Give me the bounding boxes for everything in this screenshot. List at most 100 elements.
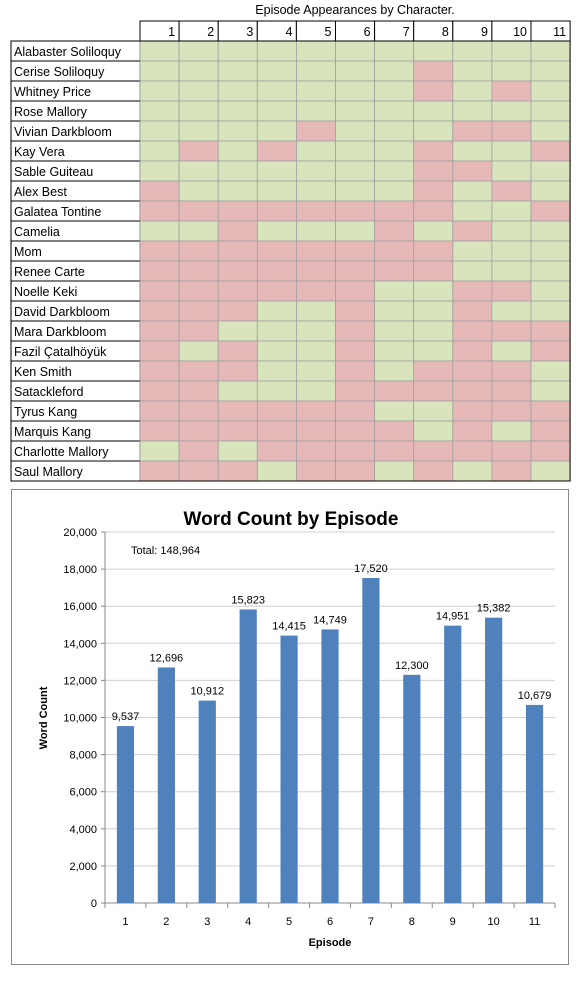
episode-header-1: 1 (168, 25, 175, 39)
appearance-cell-absent (452, 360, 493, 382)
appearance-cell-absent (178, 260, 219, 282)
appearance-cell-present (413, 100, 454, 122)
appearance-cell-present (295, 360, 336, 382)
appearance-cell-present (256, 160, 297, 182)
appearance-cell-present (335, 60, 375, 82)
appearance-cell-absent (295, 280, 336, 302)
appearance-cell-present (256, 320, 297, 342)
y-tick-label: 4,000 (69, 824, 97, 836)
appearance-cell-present (413, 340, 454, 362)
appearance-cell-present (413, 280, 454, 302)
appearance-cell-present (374, 120, 415, 142)
appearance-cell-absent (413, 80, 454, 102)
appearance-cell-absent (295, 420, 336, 442)
appearance-cell-present (217, 160, 258, 182)
appearance-cell-present (139, 80, 180, 102)
bar-episode-6 (321, 629, 339, 903)
appearance-cell-absent (295, 400, 336, 422)
x-tick-label: 5 (286, 916, 292, 928)
appearance-cell-absent (139, 340, 180, 362)
appearance-cell-present (374, 100, 415, 122)
data-label: 14,951 (436, 611, 470, 623)
appearance-cell-absent (295, 460, 336, 482)
appearance-cell-absent (256, 240, 297, 262)
appearance-cell-present (256, 380, 297, 402)
appearance-cell-present (178, 340, 219, 362)
appearance-cell-absent (452, 320, 493, 342)
appearance-cell-absent (530, 200, 571, 222)
appearance-cell-absent (139, 460, 180, 482)
appearance-cell-present (374, 460, 415, 482)
character-name: Sable Guiteau (14, 165, 93, 179)
appearance-cell-absent (139, 300, 180, 322)
appearance-cell-present (452, 60, 493, 82)
appearance-cell-present (217, 180, 258, 202)
appearance-cell-present (530, 120, 571, 142)
appearance-cell-absent (295, 260, 336, 282)
character-name: Alex Best (14, 185, 67, 199)
appearance-cell-present (256, 120, 297, 142)
y-axis-label: Word Count (38, 686, 50, 749)
appearance-cell-present (217, 120, 258, 142)
episode-header-6: 6 (364, 25, 371, 39)
bar-episode-7 (362, 578, 380, 903)
appearance-cell-present (374, 60, 415, 82)
appearance-cell-present (295, 380, 336, 402)
appearance-cell-absent (295, 200, 336, 222)
appearance-cell-absent (530, 140, 571, 162)
appearance-cell-present (530, 180, 571, 202)
appearance-cell-present (530, 280, 571, 302)
appearance-cell-absent (452, 160, 493, 182)
bar-episode-2 (157, 667, 175, 903)
appearance-cell-absent (374, 420, 415, 442)
bar-episode-9 (444, 625, 462, 903)
appearance-cell-present (178, 100, 219, 122)
data-label: 12,300 (395, 660, 429, 672)
character-name: Saul Mallory (14, 465, 84, 479)
appearance-cell-absent (295, 120, 336, 142)
appearance-cell-present (256, 300, 297, 322)
appearance-cell-present (374, 80, 415, 102)
word-count-chart: Word Count by Episode 0 2,000 4,000 6,000 8,0… (38, 509, 556, 949)
appearance-cell-absent (139, 180, 180, 202)
appearance-cell-absent (335, 300, 375, 322)
appearance-cell-absent (452, 280, 493, 302)
character-name: Rose Mallory (14, 105, 88, 119)
appearance-cell-present (452, 80, 493, 102)
appearance-cell-absent (413, 440, 454, 462)
appearance-cell-absent (178, 420, 219, 442)
appearance-cell-present (217, 380, 258, 402)
appearance-cell-absent (491, 360, 532, 382)
appearance-cell-present (491, 140, 532, 162)
appearance-cell-present (335, 160, 375, 182)
appearance-cell-absent (256, 420, 297, 442)
appearance-cell-present (374, 140, 415, 162)
appearance-cell-present (530, 240, 571, 262)
appearance-cell-absent (295, 240, 336, 262)
appearance-cell-present (413, 40, 454, 62)
appearance-cell-present (335, 220, 375, 242)
appearance-cell-present (217, 140, 258, 162)
appearance-cell-present (491, 200, 532, 222)
appearance-cell-absent (217, 400, 258, 422)
appearance-cell-present (491, 340, 532, 362)
appearance-cell-absent (413, 200, 454, 222)
total-annotation: Total: 148,964 (131, 545, 200, 557)
appearance-cell-present (413, 420, 454, 442)
appearance-cell-absent (256, 440, 297, 462)
appearance-cell-present (217, 320, 258, 342)
appearance-grid: 1 2 3 4 5 6 7 8 9 10 11 Alabaster Soliloquy Cerise S… (10, 20, 571, 482)
appearance-cell-absent (491, 80, 532, 102)
grid-border (10, 40, 571, 482)
appearance-cell-present (256, 80, 297, 102)
character-name: Whitney Price (14, 85, 91, 99)
appearance-cell-absent (335, 440, 375, 462)
appearance-cell-present (256, 60, 297, 82)
appearance-cell-absent (491, 180, 532, 202)
appearance-cell-present (452, 140, 493, 162)
appearance-cell-present (452, 40, 493, 62)
appearance-cell-present (530, 380, 571, 402)
appearance-cell-absent (413, 380, 454, 402)
episode-header-11: 11 (553, 25, 566, 39)
appearance-cell-absent (217, 240, 258, 262)
